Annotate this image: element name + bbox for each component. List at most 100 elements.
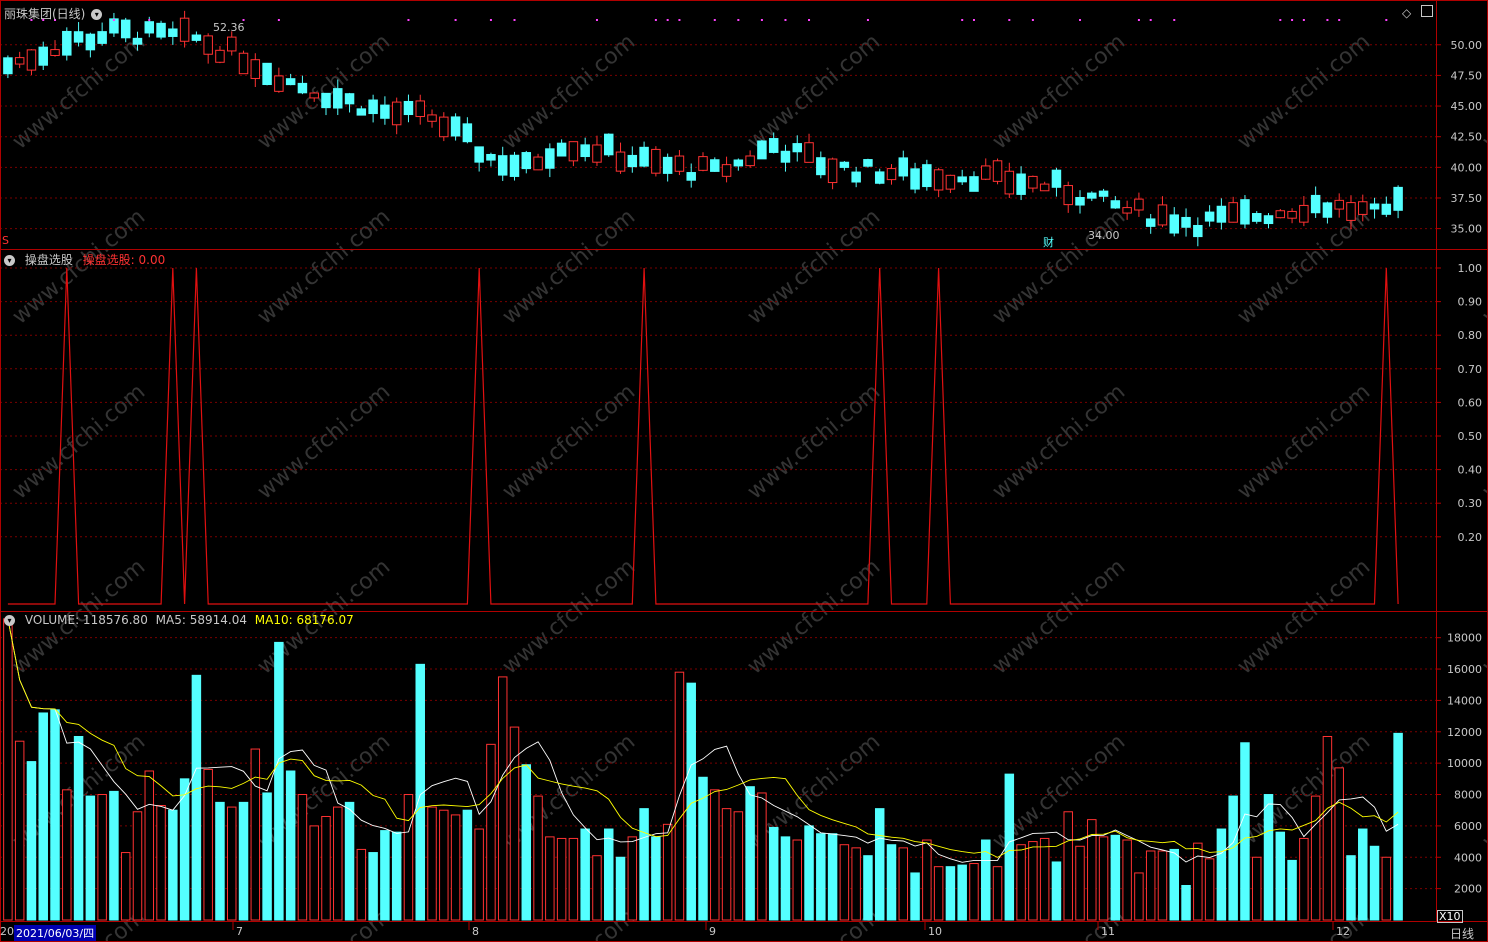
candle-body [1240, 199, 1250, 225]
candle-body [1216, 205, 1227, 223]
volume-bar [356, 848, 367, 921]
candle-body [1157, 204, 1168, 226]
date-prefix: 20 [0, 925, 14, 938]
indicator-header: ▾ 操盘选股 操盘选股: 0.00 [4, 251, 171, 268]
volume-bar [910, 872, 920, 921]
candle-body [710, 159, 720, 172]
signal-dot [489, 19, 492, 21]
candle-body [886, 168, 897, 181]
volume-bar [1299, 837, 1309, 921]
volume-bar [521, 764, 532, 921]
candle-body [1204, 211, 1215, 222]
volume-bar [415, 663, 425, 921]
volume-bar [1369, 845, 1380, 921]
ma10-label: MA10: 68176.07 [254, 613, 354, 627]
signal-dot [1302, 19, 1305, 21]
volume-tick-label: 12000 [1447, 726, 1482, 739]
volume-bar [1251, 856, 1262, 921]
volume-bar [215, 801, 225, 921]
month-label: 8 [472, 925, 479, 938]
volume-bar [710, 789, 720, 921]
volume-bar [721, 808, 732, 921]
price-tick-label: 45.00 [1451, 100, 1483, 113]
volume-bar [250, 748, 261, 921]
signal-dot [242, 19, 245, 21]
close-icon[interactable] [1421, 5, 1434, 17]
chevron-down-icon[interactable]: ▾ [4, 255, 15, 266]
signal-dot [1031, 19, 1034, 21]
signal-dot [808, 19, 811, 21]
candle-body [768, 138, 779, 153]
volume-bar [580, 828, 590, 921]
candle-body [604, 133, 614, 156]
volume-bar [1193, 842, 1203, 921]
diamond-icon[interactable]: ◇ [1402, 6, 1412, 20]
candle-body [250, 59, 261, 79]
price-panel[interactable] [3, 10, 1403, 247]
signal-tick-label: 0.70 [1458, 363, 1483, 376]
volume-bar [368, 852, 378, 921]
signal-panel[interactable] [7, 267, 1399, 605]
signal-dot [713, 19, 716, 21]
volume-bar [816, 833, 826, 921]
signal-dot [595, 19, 598, 21]
candle-body [1051, 169, 1062, 188]
volume-bar [439, 809, 449, 921]
candle-body [992, 160, 1003, 182]
signal-dot [1079, 19, 1082, 21]
volume-bar [262, 792, 272, 921]
price-tick-label: 42.50 [1451, 131, 1483, 144]
price-tick-label: 50.00 [1451, 39, 1483, 52]
candle-body [1310, 194, 1321, 214]
volume-bar [1039, 837, 1050, 921]
month-label: 10 [928, 925, 942, 938]
volume-panel[interactable] [3, 618, 1403, 921]
candle-body [533, 156, 543, 171]
finance-marker[interactable]: 财 [1043, 236, 1054, 249]
candle-body [226, 36, 237, 52]
volume-bar [26, 761, 37, 921]
signal-tick-label: 1.00 [1458, 262, 1483, 275]
volume-bar [1063, 811, 1073, 921]
signal-line [7, 267, 1399, 605]
volume-bar [757, 792, 767, 921]
candle-body [168, 28, 178, 37]
signal-tick-label: 0.80 [1458, 329, 1483, 342]
volume-bar [1145, 850, 1156, 921]
candle-body [215, 49, 225, 63]
volume-bar [38, 712, 48, 921]
volume-bar [486, 743, 496, 921]
candle-body [109, 18, 119, 34]
chevron-down-icon[interactable]: ▾ [4, 615, 15, 626]
volume-bar [1381, 856, 1392, 921]
month-label: 11 [1101, 925, 1115, 938]
chevron-down-icon[interactable]: ▾ [91, 9, 103, 20]
candle-body [73, 31, 84, 43]
period-label[interactable]: 日线 [1450, 927, 1475, 941]
volume-bar [1157, 850, 1168, 921]
ma5-label: MA5: 58914.04 [155, 613, 247, 627]
chart-title: 丽珠集团(日线) [4, 7, 86, 21]
volume-bar [333, 806, 343, 921]
volume-bar [1204, 858, 1215, 921]
candle-body [1287, 210, 1297, 219]
volume-tick-label: 6000 [1454, 820, 1482, 833]
month-label: 9 [709, 925, 716, 938]
candle-body [309, 92, 319, 99]
volume-bar [615, 856, 626, 921]
volume-bar [191, 674, 202, 921]
candle-body [922, 164, 932, 188]
volume-bar [450, 814, 461, 921]
candle-body [14, 57, 25, 65]
candle-body [839, 161, 850, 168]
candle-body [627, 154, 638, 168]
volume-bar [497, 676, 508, 921]
candle-body [662, 156, 673, 174]
candle-body [144, 21, 155, 34]
volume-bar [85, 795, 96, 921]
signal-dot [30, 19, 33, 21]
volume-bar [321, 815, 331, 921]
signal-dot [148, 19, 151, 21]
volume-bar [1098, 836, 1109, 921]
